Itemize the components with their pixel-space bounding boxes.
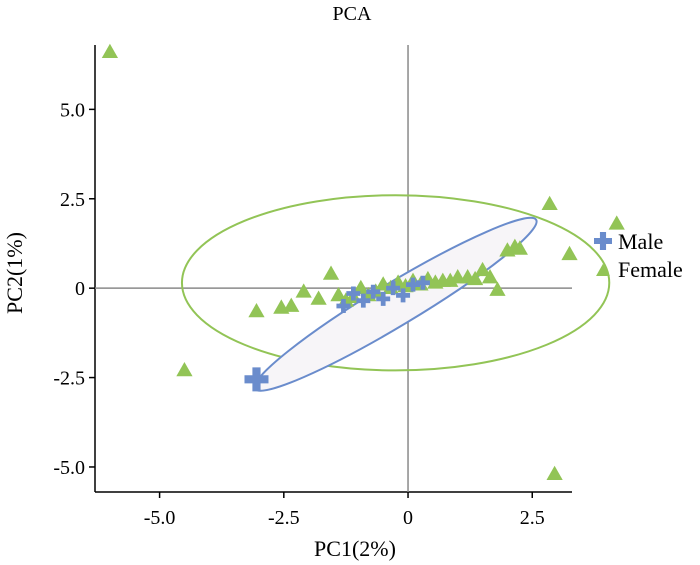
- female-point: [101, 43, 119, 59]
- female-point: [541, 195, 558, 211]
- x-tick-label: -2.5: [268, 507, 300, 529]
- y-tick-label: 0: [75, 278, 85, 300]
- male-point: [366, 284, 381, 299]
- male-point: [244, 367, 269, 392]
- y-tick-label: 2.5: [60, 189, 85, 211]
- female-point: [546, 465, 563, 480]
- female-point: [176, 362, 193, 377]
- female-point: [295, 283, 312, 298]
- y-tick-label: -5.0: [53, 457, 85, 479]
- legend: Male Female: [594, 229, 683, 282]
- female-point: [511, 240, 528, 255]
- male-point: [396, 288, 411, 303]
- female-point: [442, 272, 459, 287]
- female-point: [561, 245, 578, 261]
- x-tick-label: 2.5: [520, 507, 545, 529]
- female-point: [474, 261, 491, 277]
- x-tick-label: 0: [403, 507, 413, 529]
- female-point: [466, 270, 484, 286]
- female-point: [322, 265, 340, 280]
- female-point: [352, 279, 369, 295]
- male-point: [376, 291, 391, 306]
- male-point: [415, 275, 430, 290]
- female-confidence-ellipse: [180, 194, 611, 372]
- y-axis-title: PC2(1%): [2, 232, 27, 314]
- y-tick-label: -2.5: [53, 368, 85, 390]
- legend-label-female: Female: [618, 257, 683, 282]
- legend-male-marker: [594, 232, 612, 250]
- female-point: [608, 215, 625, 230]
- male-point: [386, 281, 401, 296]
- female-point: [310, 290, 327, 305]
- x-tick-label: -5.0: [144, 507, 176, 529]
- male-point: [346, 286, 361, 301]
- x-axis-title: PC1(2%): [314, 536, 396, 561]
- y-tick-label: 5.0: [60, 99, 85, 121]
- male-point: [336, 299, 351, 314]
- chart-title: PCA: [333, 3, 372, 25]
- male-point: [356, 293, 371, 308]
- female-point: [248, 303, 265, 318]
- female-point: [489, 281, 506, 296]
- plot-area: -5.0 -2.5 0 2.5 5.0 2.5 0 -2.5 -5.0: [53, 43, 625, 529]
- legend-female-marker: [596, 263, 610, 277]
- female-point: [283, 297, 300, 312]
- legend-label-male: Male: [618, 229, 663, 254]
- female-point: [330, 286, 347, 302]
- female-point: [481, 269, 499, 284]
- male-point: [406, 277, 420, 292]
- female-point: [499, 242, 516, 257]
